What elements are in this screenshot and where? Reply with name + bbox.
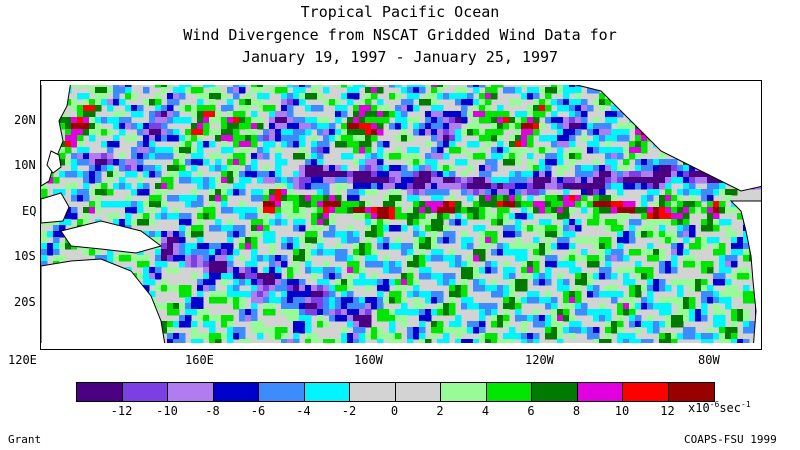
- colorbar-tick-label: -12: [110, 404, 133, 418]
- colorbar-swatch: [441, 383, 487, 401]
- australia-landmass: [41, 258, 167, 349]
- lat-label-eq: EQ: [22, 204, 37, 218]
- colorbar-tick-label: -8: [205, 404, 220, 418]
- colorbar-tick-label: -6: [250, 404, 266, 418]
- colorbar-swatch: [623, 383, 669, 401]
- lon-label-80w: 80W: [698, 353, 720, 367]
- lat-label-20s: 20S: [14, 295, 36, 309]
- lat-label-10n: 10N: [14, 158, 36, 172]
- title-line-3: January 19, 1997 - January 25, 1997: [241, 48, 559, 66]
- units-sec: sec: [719, 401, 742, 415]
- colorbar-swatch: [668, 383, 714, 401]
- colorbar-swatch: [122, 383, 168, 401]
- new-guinea-island: [60, 220, 163, 254]
- land-masses: [41, 81, 761, 349]
- colorbar-tick-label: 12: [660, 404, 675, 418]
- colorbar-tick-label: 10: [614, 404, 630, 418]
- colorbar-swatch: [77, 383, 123, 401]
- colorbar-swatch: [259, 383, 305, 401]
- colorbar-tick-label: -10: [156, 404, 178, 418]
- divergence-map: [40, 80, 762, 350]
- colorbar-tick-label: 6: [527, 404, 535, 418]
- colorbar-swatch: [395, 383, 441, 401]
- lon-label-120e: 120E: [8, 353, 37, 367]
- colorbar-swatch: [486, 383, 532, 401]
- colorbar-swatch: [350, 383, 396, 401]
- lat-label-20n: 20N: [14, 113, 36, 127]
- colorbar-units: x10-6sec-1: [688, 400, 751, 415]
- colorbar: [76, 382, 715, 402]
- lon-label-120w: 120W: [525, 353, 554, 367]
- lon-label-160e: 160E: [185, 353, 214, 367]
- central-america-landmass: [560, 81, 761, 192]
- south-america-landmass: [729, 200, 761, 349]
- colorbar-swatch: [304, 383, 350, 401]
- map-canvas: [41, 81, 761, 349]
- colorbar-swatch: [577, 383, 623, 401]
- philippines-island: [46, 150, 62, 174]
- colorbar-tick-label: 2: [436, 404, 444, 418]
- footer-credit: COAPS-FSU 1999: [684, 433, 777, 446]
- units-exp2: -1: [741, 400, 751, 409]
- colorbar-tick-label: -4: [296, 404, 311, 418]
- lon-label-160w: 160W: [354, 353, 383, 367]
- units-x10: x10: [688, 401, 710, 415]
- title-line-2: Wind Divergence from NSCAT Gridded Wind …: [183, 26, 617, 44]
- no-data-areas: [41, 81, 761, 349]
- colorbar-swatch: [168, 383, 214, 401]
- colorbar-swatch: [213, 383, 259, 401]
- footer-author: Grant: [8, 433, 42, 446]
- colorbar-swatch: [532, 383, 578, 401]
- colorbar-tick-label: 4: [481, 404, 490, 418]
- colorbar-tick-label: 8: [572, 404, 581, 418]
- colorbar-tick-label: 0: [390, 404, 399, 418]
- title-line-1: Tropical Pacific Ocean: [300, 3, 500, 21]
- units-exp1: -6: [709, 400, 720, 409]
- lat-label-10s: 10S: [14, 249, 36, 263]
- borneo-island: [41, 192, 70, 224]
- colorbar-tick-label: -2: [341, 404, 357, 418]
